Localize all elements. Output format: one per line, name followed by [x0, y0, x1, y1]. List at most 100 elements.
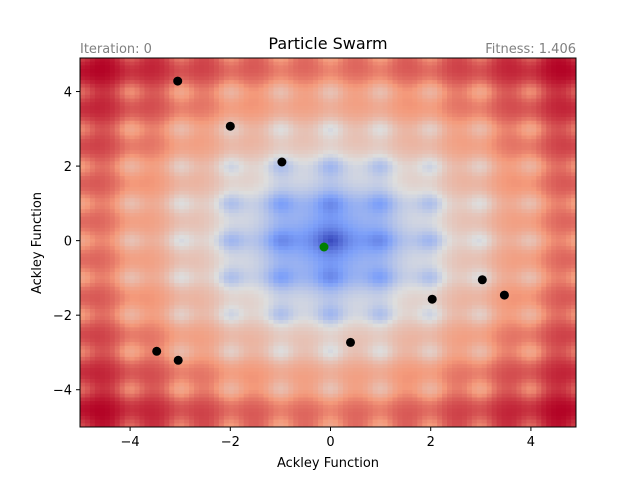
heatmap-cell: [129, 109, 136, 114]
heatmap-cell: [476, 172, 483, 177]
heatmap-cell: [248, 91, 255, 96]
heatmap-cell: [248, 168, 255, 173]
heatmap-cell: [471, 128, 478, 133]
heatmap-cell: [372, 98, 379, 103]
heatmap-cell: [114, 128, 121, 133]
heatmap-cell: [491, 61, 498, 66]
heatmap-cell: [189, 91, 195, 96]
heatmap-cell: [566, 205, 572, 210]
heatmap-cell: [84, 176, 91, 181]
heatmap-cell: [194, 183, 200, 188]
heatmap-cell: [486, 65, 493, 70]
heatmap-cell: [164, 198, 170, 203]
heatmap-cell: [109, 231, 116, 236]
heatmap-cell: [303, 61, 309, 66]
heatmap-cell: [521, 61, 527, 66]
heatmap-cell: [273, 179, 279, 185]
heatmap-cell: [447, 198, 453, 203]
heatmap-cell: [332, 187, 339, 192]
heatmap-cell: [417, 150, 423, 155]
heatmap-cell: [258, 131, 265, 137]
heatmap-cell: [392, 235, 399, 240]
heatmap-cell: [313, 139, 319, 144]
heatmap-cell: [466, 150, 473, 155]
heatmap-cell: [417, 80, 423, 85]
heatmap-cell: [233, 201, 240, 207]
heatmap-cell: [407, 94, 413, 100]
heatmap-cell: [536, 124, 542, 129]
heatmap-cell: [119, 153, 126, 159]
heatmap-cell: [367, 161, 374, 166]
heatmap-cell: [437, 157, 443, 162]
heatmap-cell: [258, 165, 265, 170]
heatmap-cell: [169, 183, 175, 188]
heatmap-cell: [169, 209, 175, 214]
heatmap-cell: [124, 183, 131, 188]
heatmap-cell: [134, 165, 141, 170]
heatmap-cell: [437, 91, 443, 96]
heatmap-cell: [496, 235, 503, 240]
heatmap-cell: [481, 153, 488, 159]
heatmap-cell: [278, 231, 284, 236]
heatmap-cell: [427, 124, 433, 129]
heatmap-cell: [556, 105, 562, 111]
heatmap-cell: [496, 194, 503, 199]
heatmap-cell: [476, 58, 483, 63]
heatmap-cell: [194, 83, 200, 89]
heatmap-cell: [397, 105, 403, 111]
heatmap-cell: [208, 91, 215, 96]
heatmap-cell: [204, 150, 210, 155]
heatmap-cell: [536, 91, 542, 96]
heatmap-cell: [129, 209, 136, 214]
heatmap-cell: [283, 172, 289, 177]
heatmap-cell: [248, 131, 255, 137]
heatmap-cell: [328, 172, 334, 177]
heatmap-cell: [189, 80, 195, 85]
heatmap-cell: [233, 105, 240, 111]
heatmap-cell: [89, 69, 96, 74]
heatmap-cell: [362, 194, 369, 199]
heatmap-cell: [184, 120, 190, 126]
heatmap-cell: [189, 172, 195, 177]
heatmap-cell: [486, 113, 493, 118]
heatmap-cell: [352, 146, 359, 151]
heatmap-cell: [303, 69, 309, 74]
heatmap-cell: [382, 76, 389, 81]
heatmap-cell: [571, 94, 576, 100]
heatmap-cell: [516, 220, 523, 225]
heatmap-cell: [104, 94, 111, 100]
heatmap-cell: [208, 131, 215, 137]
heatmap-cell: [367, 238, 374, 244]
heatmap-cell: [447, 109, 453, 114]
heatmap-cell: [566, 139, 572, 144]
heatmap-cell: [238, 102, 245, 107]
heatmap-cell: [84, 165, 91, 170]
heatmap-cell: [268, 102, 275, 107]
heatmap-cell: [461, 76, 468, 81]
heatmap-cell: [208, 146, 215, 151]
heatmap-cell: [377, 198, 384, 203]
heatmap-cell: [283, 128, 289, 133]
heatmap-cell: [109, 168, 116, 173]
heatmap-cell: [169, 139, 175, 144]
heatmap-cell: [303, 190, 309, 196]
heatmap-cell: [149, 91, 155, 96]
heatmap-cell: [521, 150, 527, 155]
heatmap-cell: [328, 168, 334, 173]
heatmap-cell: [427, 157, 433, 162]
heatmap-cell: [541, 150, 547, 155]
heatmap-cell: [392, 201, 399, 207]
heatmap-cell: [422, 235, 428, 240]
heatmap-cell: [308, 212, 314, 218]
heatmap-cell: [313, 172, 319, 177]
heatmap-cell: [347, 201, 354, 207]
heatmap-cell: [248, 153, 255, 159]
heatmap-cell: [298, 91, 304, 96]
heatmap-cell: [228, 216, 235, 221]
heatmap-cell: [362, 238, 369, 244]
heatmap-cell: [308, 72, 314, 78]
heatmap-cell: [347, 187, 354, 192]
heatmap-cell: [447, 150, 453, 155]
heatmap-cell: [278, 58, 284, 63]
heatmap-cell: [447, 61, 453, 66]
